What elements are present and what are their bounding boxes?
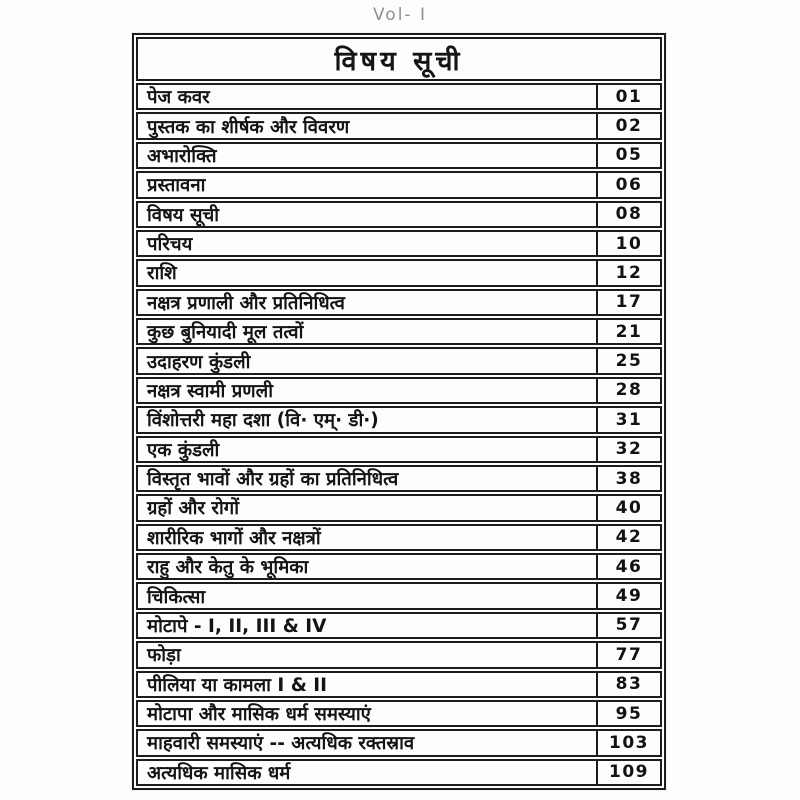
- toc-table: विषय सूची पेज कवर 01 पुस्तक का शीर्षक और…: [132, 33, 666, 790]
- table-row: विषय सूची 08: [136, 200, 662, 228]
- toc-entry-page: 49: [596, 584, 660, 608]
- table-row: परिचय 10: [136, 229, 662, 258]
- toc-entry-label: मोटापा और मासिक धर्म समस्याएं: [147, 704, 371, 726]
- toc-entry-label: नक्षत्र स्वामी प्रणली: [147, 380, 273, 402]
- toc-entry-label: उदाहरण कुंडली: [147, 351, 251, 373]
- toc-entry-page: 28: [596, 378, 660, 403]
- volume-label: Vol- I: [373, 5, 427, 25]
- toc-entry-label: अभारोक्ति: [147, 145, 217, 167]
- table-row: प्रस्तावना 06: [136, 171, 662, 199]
- toc-entry-label: परिचय: [147, 234, 193, 256]
- toc-entry-page: 32: [596, 437, 660, 461]
- toc-entry-page: 01: [596, 85, 660, 109]
- toc-entry-page: 38: [596, 466, 660, 491]
- toc-entry-page: 31: [596, 408, 660, 432]
- table-row: एक कुंडली 32: [136, 435, 662, 463]
- toc-entry-page: 12: [596, 261, 660, 285]
- table-row: मोटापे - I, II, III & IV 57: [136, 611, 662, 640]
- toc-entry-label: चिकित्सा: [147, 586, 206, 608]
- toc-entry-label: मोटापे - I, II, III & IV: [147, 615, 327, 637]
- table-row: चिकित्सा 49: [136, 582, 662, 610]
- toc-entry-label: अत्यधिक मासिक धर्म: [147, 762, 291, 784]
- table-row: पीलिया या कामला I & II 83: [136, 670, 662, 698]
- toc-entry-page: 103: [596, 731, 660, 755]
- toc-entry-label: फोड़ा: [147, 645, 181, 667]
- table-row: उदाहरण कुंडली 25: [136, 347, 662, 375]
- toc-entry-page: 05: [596, 143, 660, 168]
- toc-entry-page: 17: [596, 290, 660, 314]
- toc-entry-label: विंशोत्तरी महा दशा (वि· एम्· डी·): [147, 410, 379, 432]
- table-row: अभारोक्ति 05: [136, 141, 662, 170]
- table-row: नक्षत्र प्रणाली और प्रतिनिधित्व 17: [136, 288, 662, 316]
- toc-entry-label: एक कुंडली: [147, 439, 220, 461]
- table-row: विस्तृत भावों और ग्रहों का प्रतिनिधित्व …: [136, 464, 662, 493]
- toc-entry-label: प्रस्तावना: [147, 175, 206, 197]
- table-row: कुछ बुनियादी मूल तत्वों 21: [136, 318, 662, 346]
- toc-entry-label: शारीरिक भागों और नक्षत्रों: [147, 527, 321, 549]
- toc-entry-page: 42: [596, 525, 660, 549]
- toc-entry-page: 77: [596, 643, 660, 667]
- toc-entry-page: 10: [596, 231, 660, 256]
- table-row: राहु और केतु के भूमिका 46: [136, 553, 662, 581]
- toc-entry-page: 83: [596, 672, 660, 696]
- table-row: फोड़ा 77: [136, 641, 662, 669]
- toc-entry-label: ग्रहों और रोगों: [147, 498, 239, 520]
- toc-entry-label: पीलिया या कामला I & II: [147, 674, 328, 696]
- toc-entry-label: विस्तृत भावों और ग्रहों का प्रतिनिधित्व: [147, 469, 399, 491]
- toc-entry-page: 57: [596, 613, 660, 638]
- toc-entry-label: राशि: [147, 263, 177, 285]
- toc-entry-page: 21: [596, 320, 660, 344]
- table-row: पेज कवर 01: [136, 83, 662, 111]
- toc-entry-label: माहवारी समस्याएं -- अत्यधिक रक्तस्राव: [147, 733, 415, 755]
- table-row: राशि 12: [136, 259, 662, 287]
- toc-entry-page: 25: [596, 349, 660, 373]
- toc-entry-label: पुस्तक का शीर्षक और विवरण: [147, 116, 350, 138]
- toc-entry-page: 46: [596, 555, 660, 579]
- table-row: मोटापा और मासिक धर्म समस्याएं 95: [136, 699, 662, 728]
- table-row: माहवारी समस्याएं -- अत्यधिक रक्तस्राव 10…: [136, 729, 662, 757]
- table-row: पुस्तक का शीर्षक और विवरण 02: [136, 112, 662, 140]
- toc-entry-page: 08: [596, 202, 660, 226]
- toc-entry-page: 06: [596, 173, 660, 197]
- table-row: नक्षत्र स्वामी प्रणली 28: [136, 376, 662, 405]
- toc-entry-label: विषय सूची: [147, 204, 219, 226]
- table-row: अत्यधिक मासिक धर्म 109: [136, 758, 662, 786]
- toc-entry-label: पेज कवर: [147, 87, 210, 109]
- toc-entry-page: 109: [596, 760, 660, 784]
- toc-entry-page: 95: [596, 701, 660, 726]
- table-row: विंशोत्तरी महा दशा (वि· एम्· डी·) 31: [136, 406, 662, 434]
- toc-entry-label: राहु और केतु के भूमिका: [147, 557, 309, 579]
- toc-entry-label: नक्षत्र प्रणाली और प्रतिनिधित्व: [147, 292, 345, 314]
- toc-entry-page: 02: [596, 114, 660, 138]
- toc-entry-page: 40: [596, 496, 660, 520]
- toc-title: विषय सूची: [136, 37, 662, 81]
- toc-entry-label: कुछ बुनियादी मूल तत्वों: [147, 322, 304, 344]
- table-row: शारीरिक भागों और नक्षत्रों 42: [136, 523, 662, 551]
- table-row: ग्रहों और रोगों 40: [136, 494, 662, 522]
